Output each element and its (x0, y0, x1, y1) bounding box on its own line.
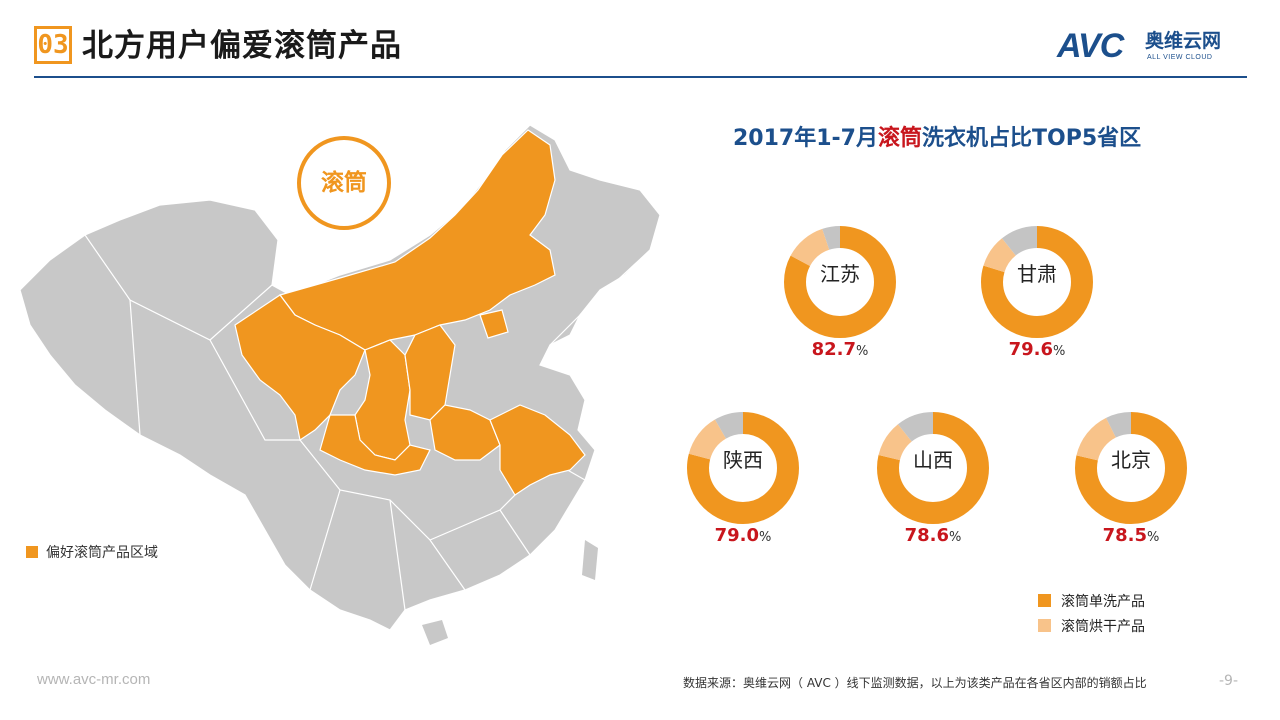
legend-item-single: 滚筒单洗产品 (1038, 593, 1145, 618)
map-legend: 偏好滚筒产品区域 (26, 544, 158, 562)
header-divider (34, 76, 1247, 78)
donut-0-slice-2 (784, 226, 896, 338)
donut-1-value: 79.6 (1008, 339, 1054, 360)
donut-4-percent: 78.5% (1071, 524, 1191, 550)
chart-title-suffix: 洗衣机占比TOP5省区 (922, 126, 1142, 151)
donut-2-unit: % (759, 530, 772, 545)
china-map (19, 124, 661, 645)
donut-1: 甘肃 79.6% (977, 222, 1097, 372)
donut-4-slice-2 (1075, 412, 1187, 524)
donut-4-value: 78.5 (1102, 525, 1148, 546)
donut-2-slice-2 (687, 412, 799, 524)
legend-swatch-single (1038, 594, 1051, 607)
donut-3-percent: 78.6% (873, 524, 993, 550)
chart-legend: 滚筒单洗产品 滚筒烘干产品 (1038, 593, 1145, 643)
donut-0: 江苏 82.7% (780, 222, 900, 372)
donut-4-unit: % (1147, 530, 1160, 545)
donut-4-province: 北京 (1111, 448, 1151, 472)
logo-en-text: ALL VIEW CLOUD (1147, 54, 1213, 61)
map-beijing (479, 309, 509, 339)
donut-svg-0 (784, 226, 896, 338)
donut-0-province: 江苏 (820, 262, 860, 286)
legend-swatch-dryer (1038, 619, 1051, 632)
donut-3-value: 78.6 (904, 525, 950, 546)
avc-logo: AVC 奥维云网 ALL VIEW CLOUD (1057, 28, 1257, 68)
donut-1-province: 甘肃 (1017, 262, 1057, 286)
map-taiwan (582, 540, 598, 580)
page-title: 北方用户偏爱滚筒产品 (82, 28, 402, 64)
drum-badge: 滚筒 (297, 136, 391, 230)
map-hainan (422, 620, 448, 645)
donut-3: 山西 78.6% (873, 408, 993, 558)
logo-avc-text: AVC (1057, 27, 1124, 65)
donut-1-percent: 79.6% (977, 338, 1097, 364)
donut-svg-2 (687, 412, 799, 524)
donut-2-province: 陕西 (723, 448, 763, 472)
map-jiangsu (489, 404, 586, 496)
footer-source: 数据来源：奥维云网（ AVC ）线下监测数据，以上为该类产品在各省区内部的销额占… (683, 676, 1147, 690)
donut-svg-4 (1075, 412, 1187, 524)
donut-3-slice-2 (877, 412, 989, 524)
donut-2-percent: 79.0% (683, 524, 803, 550)
donut-2: 陕西 79.0% (683, 408, 803, 558)
chart-title-prefix: 2017年1-7月 (733, 126, 878, 151)
section-number: 03 (34, 26, 72, 64)
donut-0-percent: 82.7% (780, 338, 900, 364)
map-gansu (234, 294, 366, 441)
donut-0-value: 82.7 (811, 339, 857, 360)
footer-page-number: -9- (1219, 673, 1239, 689)
donut-0-unit: % (856, 344, 869, 359)
legend-label-single: 滚筒单洗产品 (1061, 594, 1145, 610)
chart-title: 2017年1-7月滚筒洗衣机占比TOP5省区 (733, 124, 1141, 154)
donut-3-province: 山西 (913, 448, 953, 472)
donut-1-slice-2 (981, 226, 1093, 338)
logo-cn-text: 奥维云网 (1145, 30, 1222, 52)
map-legend-label: 偏好滚筒产品区域 (46, 545, 158, 561)
donut-3-unit: % (949, 530, 962, 545)
legend-item-dryer: 滚筒烘干产品 (1038, 618, 1145, 643)
donut-1-unit: % (1053, 344, 1066, 359)
footer-url: www.avc-mr.com (37, 671, 151, 688)
chart-title-highlight: 滚筒 (877, 126, 922, 151)
highlight-provinces (234, 129, 586, 496)
map-legend-swatch (26, 546, 38, 558)
donut-svg-1 (981, 226, 1093, 338)
province-borders (84, 234, 651, 611)
map-central (319, 414, 431, 476)
donut-svg-3 (877, 412, 989, 524)
donut-2-value: 79.0 (714, 525, 760, 546)
legend-label-dryer: 滚筒烘干产品 (1061, 619, 1145, 635)
donut-4: 北京 78.5% (1071, 408, 1191, 558)
